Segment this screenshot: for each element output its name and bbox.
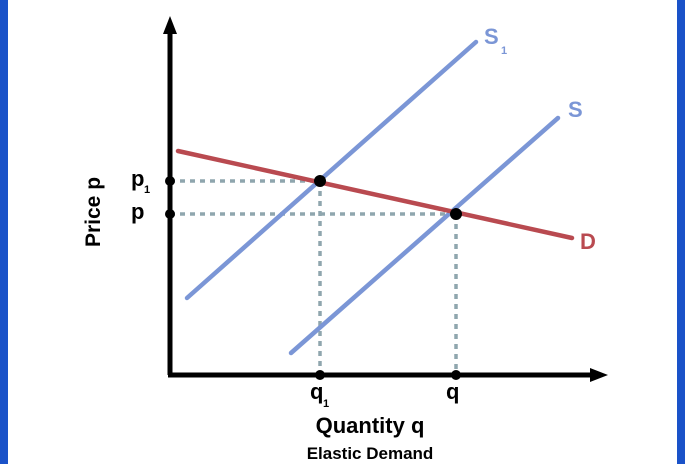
label-d: D — [580, 229, 596, 254]
tick-dot-q1 — [315, 370, 325, 380]
tick-dot-p1 — [165, 176, 175, 186]
tick-label-q1: q — [310, 379, 323, 404]
label-s1-subscript: 1 — [501, 45, 507, 57]
diagram-panel — [8, 0, 677, 464]
equilibrium-point-0 — [450, 208, 462, 220]
tick-label-p1-subscript: 1 — [144, 184, 150, 196]
tick-label-q1-subscript: 1 — [323, 398, 329, 410]
tick-dot-q — [451, 370, 461, 380]
tick-label-p1: p — [131, 166, 144, 191]
tick-label-p: p — [131, 199, 144, 224]
guide-lines — [170, 179, 458, 375]
supply-curve-s — [288, 115, 561, 356]
label-s1: S — [484, 24, 499, 49]
y-axis-arrowhead — [163, 16, 177, 34]
label-s: S — [568, 97, 583, 122]
demand-curve — [175, 148, 575, 241]
diagram-caption: Elastic Demand — [307, 444, 434, 463]
x-axis-title: Quantity q — [316, 413, 425, 438]
tick-label-q: q — [446, 379, 459, 404]
y-axis-title: Price p — [82, 177, 105, 247]
supply-curve-s1 — [184, 39, 479, 301]
x-axis-arrowhead — [590, 368, 608, 382]
equilibrium-point-1 — [314, 175, 326, 187]
tick-dot-p — [165, 209, 175, 219]
